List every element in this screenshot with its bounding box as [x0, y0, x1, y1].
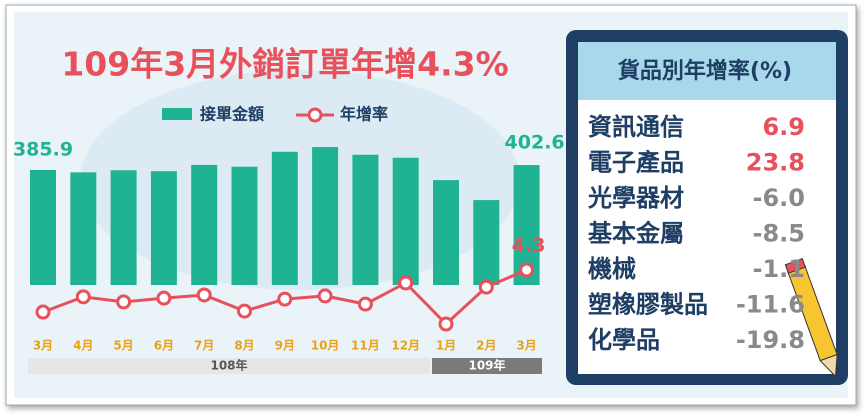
bar	[191, 164, 218, 285]
line-marker	[75, 289, 91, 305]
x-tick-label: 11月	[351, 339, 380, 353]
line-marker	[357, 296, 373, 312]
x-tick-label: 3月	[33, 339, 53, 353]
panel-title: 貨品別年增率(%)	[618, 58, 792, 84]
x-tick-label: 10月	[311, 339, 340, 353]
x-tick-label: 1月	[436, 339, 456, 353]
x-tick-label: 5月	[113, 339, 133, 353]
line-marker	[317, 288, 333, 304]
bar	[352, 154, 379, 285]
bar	[271, 151, 298, 285]
x-tick-label: 8月	[234, 339, 254, 353]
x-tick-label: 12月	[391, 339, 420, 353]
x-tick-label: 3月	[516, 339, 536, 353]
row-value: -11.6	[736, 291, 805, 319]
row-name: 光學器材	[587, 184, 684, 212]
x-tick-label: 2月	[476, 339, 496, 353]
line-marker	[156, 290, 172, 306]
year-label: 108年	[210, 358, 247, 373]
row-name: 基本金屬	[588, 220, 684, 248]
line-marker	[438, 316, 454, 332]
line-marker	[519, 262, 535, 278]
line-marker	[398, 275, 414, 291]
row-name: 塑橡膠製品	[588, 291, 708, 319]
legend-label: 年增率	[340, 105, 388, 124]
bar	[473, 200, 500, 285]
legend-swatch	[162, 108, 192, 120]
row-value: 23.8	[746, 149, 805, 177]
x-tick-label: 7月	[194, 339, 214, 353]
line-marker	[196, 287, 212, 303]
bar	[433, 180, 459, 285]
data-label: 402.6	[505, 132, 565, 154]
year-band	[28, 358, 430, 374]
bar	[30, 170, 56, 285]
legend-marker	[307, 107, 323, 123]
row-name: 機械	[588, 255, 636, 283]
x-tick-label: 6月	[154, 339, 174, 353]
bar	[70, 172, 97, 285]
line-marker	[478, 279, 494, 295]
row-value: -8.5	[753, 220, 805, 248]
bar	[392, 157, 419, 285]
line-marker	[237, 303, 252, 319]
year-label: 109年	[468, 358, 505, 373]
pencil	[784, 258, 838, 378]
row-value: -6.0	[753, 184, 805, 212]
bar	[312, 147, 339, 285]
row-name: 資訊通信	[588, 113, 684, 141]
data-label: 4.3	[512, 235, 546, 257]
panel-header	[578, 42, 836, 100]
data-label: 385.9	[13, 139, 73, 161]
row-name: 電子產品	[588, 149, 684, 177]
row-value: -1.1	[753, 255, 805, 283]
line-marker	[116, 294, 132, 310]
row-value: -19.8	[736, 326, 805, 354]
legend-label: 接單金額	[200, 105, 264, 124]
year-band	[432, 358, 542, 374]
x-tick-label: 9月	[275, 339, 295, 353]
x-tick-label: 4月	[73, 339, 93, 353]
line-marker	[277, 291, 293, 307]
bar	[150, 171, 177, 285]
line-marker	[35, 304, 51, 320]
bar	[231, 166, 258, 285]
chart-title: 109年3月外銷訂單年增4.3%	[61, 45, 508, 84]
row-value: 6.9	[762, 113, 805, 141]
row-name: 化學品	[588, 326, 660, 354]
bar	[110, 170, 137, 285]
